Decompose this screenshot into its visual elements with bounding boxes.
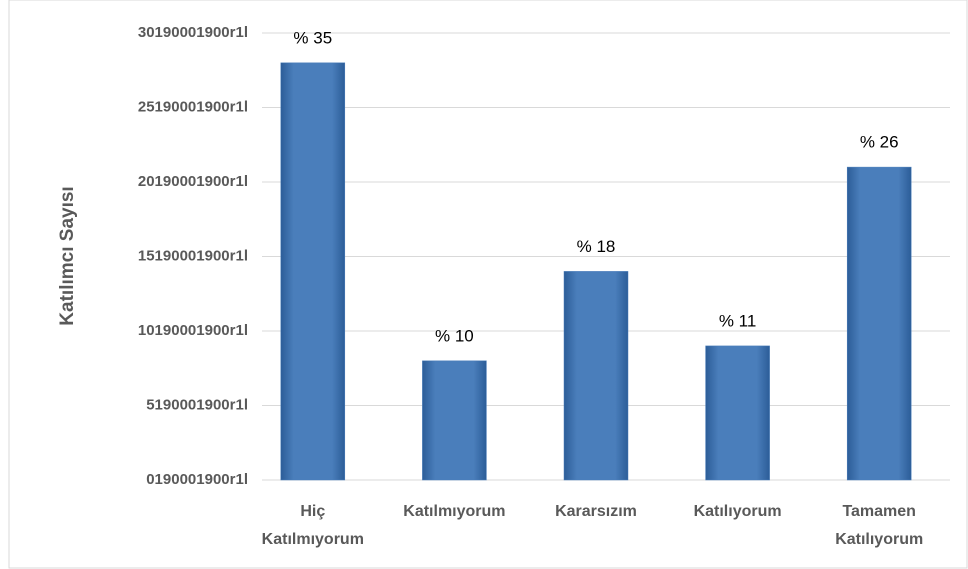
chart-border	[8, 0, 968, 569]
x-tick-label: Tamamen Katılıyorum	[835, 503, 923, 548]
y-tick-label: 20190001900r1l	[138, 173, 248, 190]
bar	[846, 166, 912, 481]
x-tick-label: Katılmıyorum	[403, 503, 505, 520]
data-label: % 10	[435, 326, 474, 345]
x-tick-label: Hiç Katılmıyorum	[262, 503, 364, 548]
data-label: % 35	[293, 28, 332, 47]
data-label: % 11	[719, 311, 757, 330]
y-tick-label: 30190001900r1l	[138, 24, 248, 41]
bar	[280, 62, 346, 481]
y-tick-label: 25190001900r1l	[138, 98, 248, 115]
y-axis-title: Katılımcı Sayısı	[57, 186, 78, 325]
y-tick-label: 15190001900r1l	[138, 247, 248, 264]
x-tick-label: Kararsızım	[555, 503, 637, 520]
data-label: % 18	[577, 237, 616, 256]
bar	[563, 271, 629, 481]
bar	[705, 345, 770, 481]
data-label: % 26	[860, 133, 899, 152]
bar	[422, 360, 487, 481]
y-tick-label: 0190001900r1l	[146, 471, 248, 488]
y-tick-label: 10190001900r1l	[138, 322, 248, 339]
x-tick-label: Katılıyorum	[694, 503, 782, 520]
y-tick-label: 5190001900r1l	[146, 396, 248, 413]
